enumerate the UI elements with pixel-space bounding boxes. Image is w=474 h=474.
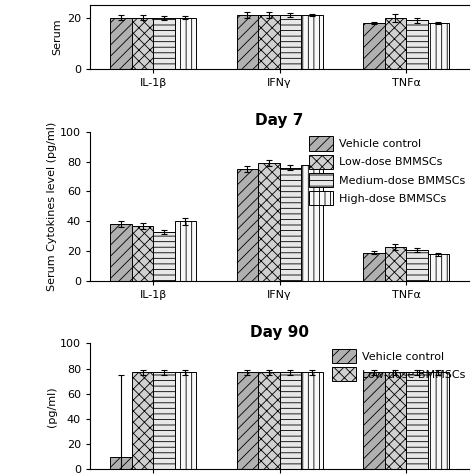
Bar [258, 373, 280, 469]
Legend: Vehicle control, Low-dose BMMSCs, Medium-dose BMMSCs, High-dose BMMSCs: Vehicle control, Low-dose BMMSCs, Medium… [307, 134, 467, 208]
Bar [363, 253, 384, 281]
Bar [428, 23, 449, 69]
Legend: Vehicle control, Low-dose BMMSCs: Vehicle control, Low-dose BMMSCs [330, 346, 467, 383]
Bar [428, 254, 449, 281]
Bar [110, 18, 132, 69]
Bar [384, 373, 406, 469]
Bar [280, 373, 301, 469]
Bar [301, 164, 323, 281]
Bar [258, 15, 280, 69]
Bar [237, 15, 258, 69]
Bar [280, 15, 301, 69]
Bar [153, 18, 175, 69]
Bar [132, 226, 153, 281]
Bar [153, 232, 175, 281]
Bar [237, 169, 258, 281]
Bar [110, 456, 132, 469]
Bar [301, 373, 323, 469]
Bar [363, 373, 384, 469]
Bar [132, 373, 153, 469]
Y-axis label: Serum Cytokines level (pg/ml): Serum Cytokines level (pg/ml) [47, 122, 57, 291]
Bar [153, 373, 175, 469]
Bar [175, 373, 196, 469]
Bar [132, 18, 153, 69]
Y-axis label: (pg/ml): (pg/ml) [47, 386, 57, 427]
Title: Day 7: Day 7 [255, 113, 304, 128]
Title: Day 90: Day 90 [250, 325, 309, 339]
Bar [406, 373, 428, 469]
Bar [428, 373, 449, 469]
Bar [406, 20, 428, 69]
Bar [406, 250, 428, 281]
Bar [175, 18, 196, 69]
Bar [280, 167, 301, 281]
Bar [384, 18, 406, 69]
Bar [258, 163, 280, 281]
Y-axis label: Serum: Serum [53, 18, 63, 55]
Bar [110, 224, 132, 281]
Bar [384, 247, 406, 281]
Bar [175, 221, 196, 281]
Bar [301, 15, 323, 69]
Bar [363, 23, 384, 69]
Bar [237, 373, 258, 469]
